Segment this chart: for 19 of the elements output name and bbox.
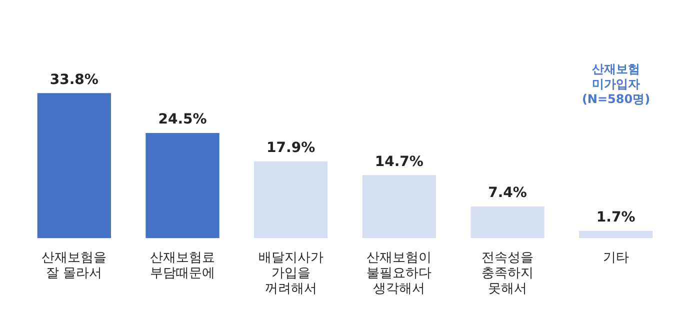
x-tick-label: 산재보험료 부담때문에	[150, 250, 215, 281]
bar	[362, 175, 436, 238]
x-tick-label: 산재보험을 잘 몰라서	[42, 250, 107, 281]
x-tick-label: 산재보험이 불필요하다 생각해서	[366, 250, 432, 297]
bar	[579, 230, 653, 238]
data-label: 17.9%	[266, 140, 316, 156]
x-tick-label: 전속성을 충족하지 못해서	[482, 250, 534, 297]
data-label: 33.8%	[50, 72, 98, 88]
data-label: 14.7%	[374, 154, 424, 170]
data-label: 1.7%	[596, 210, 636, 226]
bar	[146, 133, 220, 238]
bar	[254, 161, 328, 238]
x-tick-label: 기타	[602, 250, 629, 266]
x-tick-label: 배달지사가 가입을 꺼려해서	[258, 250, 324, 297]
data-label: 24.5%	[158, 112, 207, 128]
bar	[37, 93, 111, 238]
annotation: 산재보험 미가입자 (N=580명)	[580, 62, 652, 107]
data-label: 7.4%	[488, 185, 527, 202]
bar	[470, 206, 544, 238]
